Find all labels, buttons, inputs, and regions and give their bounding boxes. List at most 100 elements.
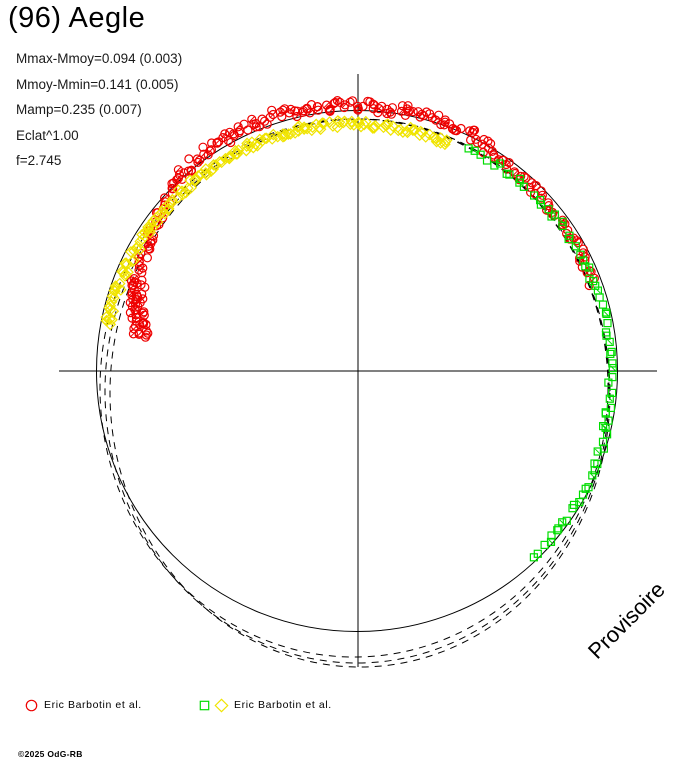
data-point bbox=[427, 131, 440, 144]
data-point bbox=[593, 459, 602, 469]
data-point bbox=[125, 245, 137, 258]
data-point bbox=[605, 394, 614, 403]
data-point bbox=[602, 309, 611, 318]
data-point bbox=[206, 145, 216, 155]
data-point bbox=[146, 238, 156, 248]
data-point bbox=[203, 150, 213, 160]
data-point bbox=[184, 154, 194, 164]
data-point bbox=[119, 268, 132, 280]
data-point bbox=[409, 124, 421, 136]
square-marker-icon bbox=[199, 700, 210, 710]
data-point bbox=[139, 226, 151, 239]
data-point bbox=[423, 128, 436, 141]
model-curve bbox=[99, 118, 609, 658]
data-point bbox=[128, 329, 138, 339]
data-point bbox=[536, 200, 546, 209]
data-point bbox=[366, 122, 379, 134]
data-point bbox=[331, 121, 344, 134]
data-point bbox=[292, 111, 302, 122]
data-point bbox=[568, 504, 577, 513]
data-point bbox=[231, 147, 244, 160]
data-point bbox=[119, 270, 131, 282]
series-barbotin-yellow-diamonds bbox=[100, 115, 453, 331]
data-point bbox=[109, 280, 122, 292]
data-point bbox=[324, 105, 334, 116]
data-point bbox=[358, 101, 368, 112]
data-point bbox=[387, 103, 397, 113]
data-point bbox=[525, 182, 535, 192]
data-point bbox=[243, 125, 253, 135]
data-point bbox=[144, 226, 157, 239]
data-point bbox=[490, 161, 499, 170]
data-point bbox=[344, 118, 357, 131]
data-point bbox=[145, 244, 155, 254]
data-point bbox=[174, 170, 185, 180]
data-point bbox=[193, 157, 203, 167]
param-mmax-mmoy: Mmax-Mmoy=0.094 (0.003) bbox=[16, 51, 183, 66]
data-point bbox=[167, 183, 177, 193]
data-point bbox=[105, 296, 118, 308]
data-point bbox=[562, 516, 571, 525]
param-eclat: Eclat^1.00 bbox=[16, 127, 79, 143]
data-point bbox=[322, 100, 332, 110]
data-point bbox=[104, 318, 117, 331]
data-point bbox=[167, 179, 177, 189]
data-point bbox=[223, 152, 236, 165]
data-point bbox=[142, 221, 154, 233]
data-point bbox=[599, 444, 609, 453]
data-point bbox=[584, 483, 593, 492]
data-point bbox=[277, 111, 287, 122]
data-point bbox=[337, 116, 350, 129]
data-point bbox=[195, 168, 208, 180]
data-point bbox=[558, 221, 567, 230]
data-point bbox=[521, 173, 531, 183]
data-point bbox=[353, 101, 363, 111]
data-point bbox=[589, 277, 598, 286]
data-point bbox=[103, 313, 116, 326]
data-point bbox=[606, 349, 615, 358]
data-point bbox=[607, 388, 617, 397]
diamond-marker-icon bbox=[214, 697, 229, 713]
data-point bbox=[142, 253, 152, 263]
param-frequency: f=2.745 bbox=[16, 153, 62, 168]
data-point bbox=[106, 290, 119, 303]
data-point bbox=[147, 215, 160, 227]
data-point bbox=[466, 135, 476, 145]
data-point bbox=[464, 144, 473, 153]
data-point bbox=[588, 471, 597, 480]
data-point bbox=[606, 403, 616, 412]
data-point bbox=[604, 378, 613, 387]
data-point bbox=[505, 170, 514, 179]
data-point bbox=[267, 128, 280, 141]
data-point bbox=[345, 97, 355, 107]
data-point bbox=[140, 332, 151, 342]
data-point bbox=[355, 120, 367, 133]
data-point bbox=[519, 182, 529, 191]
copyright-notice: ©2025 OdG-RB bbox=[18, 749, 83, 759]
data-point bbox=[554, 524, 563, 533]
circle-marker-icon bbox=[25, 699, 38, 711]
legend-label: Eric Barbotin et al. bbox=[44, 699, 142, 711]
data-point bbox=[540, 540, 549, 550]
data-point bbox=[347, 119, 360, 131]
data-point bbox=[183, 166, 193, 176]
legend-entry-red: Eric Barbotin et al. bbox=[24, 694, 142, 716]
data-point bbox=[515, 178, 524, 187]
data-point bbox=[330, 97, 340, 108]
data-point bbox=[134, 243, 146, 256]
data-point bbox=[598, 300, 608, 309]
data-point bbox=[229, 144, 242, 157]
data-point bbox=[182, 182, 194, 195]
data-point bbox=[413, 107, 423, 117]
data-point bbox=[290, 106, 300, 116]
data-point bbox=[134, 265, 144, 275]
data-point bbox=[605, 337, 614, 346]
data-point bbox=[382, 108, 392, 119]
data-point bbox=[550, 210, 560, 219]
data-point bbox=[200, 168, 213, 181]
data-point bbox=[232, 144, 245, 157]
data-point bbox=[569, 233, 579, 243]
data-point bbox=[215, 156, 228, 169]
